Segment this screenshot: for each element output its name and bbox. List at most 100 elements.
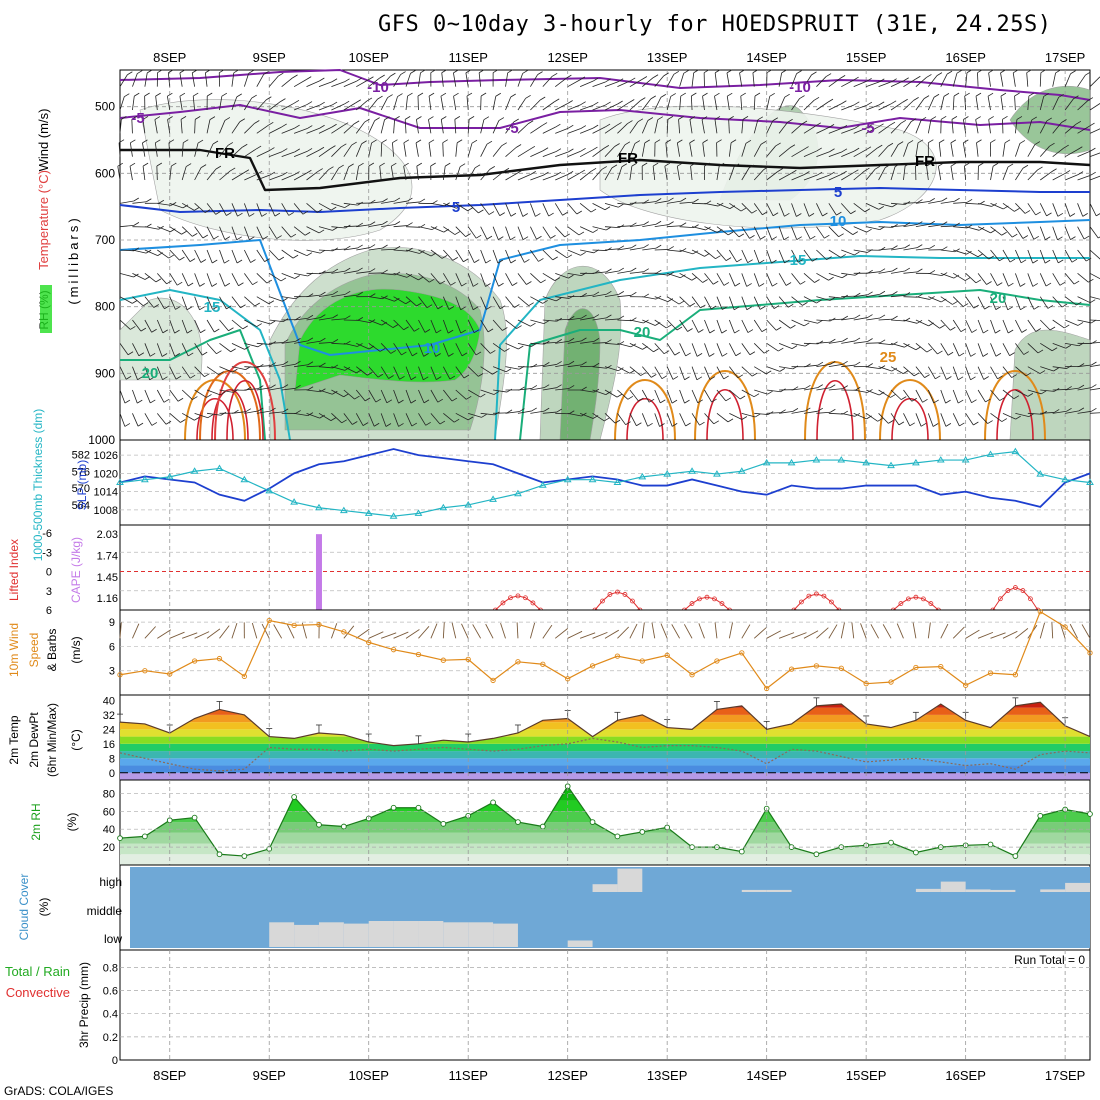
wind-barb-flag: [829, 148, 835, 153]
wind-barb: [853, 104, 868, 111]
wind-barb-flag: [713, 420, 719, 425]
wind-barb: [604, 318, 619, 321]
wind-barb-flag: [121, 116, 127, 120]
wind-barb: [865, 413, 878, 422]
wind-barb-flag: [801, 120, 808, 125]
wind-barb-flag: [439, 420, 446, 425]
wind10m-barb: [728, 622, 733, 639]
wind-barb-flag: [362, 422, 369, 426]
wind-barb: [866, 317, 881, 321]
wind-barb: [977, 202, 992, 207]
wind-barb: [517, 98, 526, 111]
lifted-index-point: [697, 596, 702, 602]
date-label-top: 17SEP: [1045, 50, 1085, 65]
wind-barb-flag: [779, 368, 786, 372]
wind-barb: [1002, 343, 1010, 356]
wind-barb: [331, 125, 344, 134]
wind-barb-flag: [397, 93, 403, 97]
wind-barb-flag: [175, 306, 181, 310]
wind-barb-flag: [680, 92, 687, 97]
wind-barb: [455, 142, 458, 157]
wind-barb: [604, 103, 618, 111]
temp-contour-20a: [120, 329, 266, 441]
wind-barb-flag: [292, 74, 298, 79]
wind-barb: [816, 126, 830, 134]
wind-barb: [567, 340, 582, 344]
wind10m-point: [987, 670, 994, 676]
wind-barb: [542, 249, 554, 261]
wind-barb: [1002, 226, 1013, 238]
wind-barb-flag: [749, 235, 755, 239]
wind-barb: [1015, 249, 1022, 263]
wind-barb-flag: [891, 203, 898, 208]
wind-barb-flag: [811, 71, 817, 76]
wind-barb-flag: [606, 314, 612, 319]
wind-barb-flag: [922, 398, 928, 403]
wind-barb-flag: [266, 279, 273, 284]
wind-barb-flag: [1020, 283, 1026, 287]
wind-barb: [878, 226, 893, 228]
wind-barb-flag: [685, 422, 691, 427]
wind-barb-flag: [592, 77, 599, 82]
wind-barb-flag: [643, 268, 649, 273]
wind-barb-flag: [601, 166, 607, 170]
wind10m-barb: [860, 623, 867, 639]
wind-barb-flag: [950, 139, 957, 144]
wind-barb-flag: [185, 163, 192, 167]
wind-barb: [256, 203, 263, 217]
wind-barb: [405, 319, 415, 332]
lifted-index-point: [1005, 588, 1011, 593]
rh2m-point: [639, 829, 646, 835]
wind-barb: [181, 319, 188, 334]
wind-barb: [144, 389, 151, 404]
wind-barb: [206, 249, 213, 264]
wind-barb-flag: [192, 396, 198, 400]
temp-contour-hot: [196, 398, 234, 441]
wind-barb-flag: [780, 409, 786, 414]
wind-barb-flag: [900, 119, 907, 124]
wind-barb: [180, 119, 183, 134]
wind-barb: [1052, 389, 1067, 391]
wind-barb: [231, 172, 245, 181]
wind-barb: [244, 173, 258, 181]
wind-barb: [617, 294, 632, 298]
wind-barb: [940, 413, 947, 427]
wind10m-barb: [500, 622, 506, 639]
thickness-point: [1061, 475, 1070, 483]
wind-barb-flag: [410, 70, 416, 74]
wind-barb-flag: [995, 352, 1002, 357]
run-total-label: Run Total = 0: [1014, 953, 1085, 967]
wind-barb-flag: [493, 391, 500, 395]
wind-barb: [1077, 249, 1087, 262]
thickness-point: [140, 475, 149, 483]
wind-barb-flag: [1022, 235, 1029, 239]
wind10m-barb: [286, 623, 295, 639]
wind-barb: [1039, 226, 1046, 240]
wind-barb: [194, 366, 205, 377]
wind-barb: [393, 343, 402, 356]
wind-barb: [331, 342, 346, 345]
wind-barb-flag: [894, 163, 901, 167]
wind-barb-flag: [216, 350, 222, 355]
wind-barb: [666, 96, 672, 111]
wind-barb: [119, 96, 125, 111]
wind-barb: [480, 343, 491, 354]
wind-barb: [380, 389, 388, 403]
wind-barb: [181, 226, 193, 237]
contour-label: FR: [915, 153, 935, 170]
wind-barb-flag: [791, 345, 798, 349]
wind-barb: [841, 340, 856, 344]
wind-barb: [467, 203, 479, 214]
wind-barb-flag: [499, 212, 505, 216]
lifted-index-curve: [793, 593, 840, 611]
wind-barb: [990, 296, 997, 310]
wind-barb-flag: [606, 339, 612, 343]
wind-barb-flag: [498, 117, 505, 121]
cloud-high-bar: [1065, 882, 1090, 892]
wind-barb-flag: [200, 329, 206, 334]
wind-barb-flag: [345, 245, 351, 250]
wind-barb-flag: [664, 162, 671, 167]
wind-barb-flag: [828, 124, 835, 128]
wind-barb-flag: [790, 324, 796, 329]
minmax-axis-label: (6hr Min/Max): [45, 703, 59, 777]
